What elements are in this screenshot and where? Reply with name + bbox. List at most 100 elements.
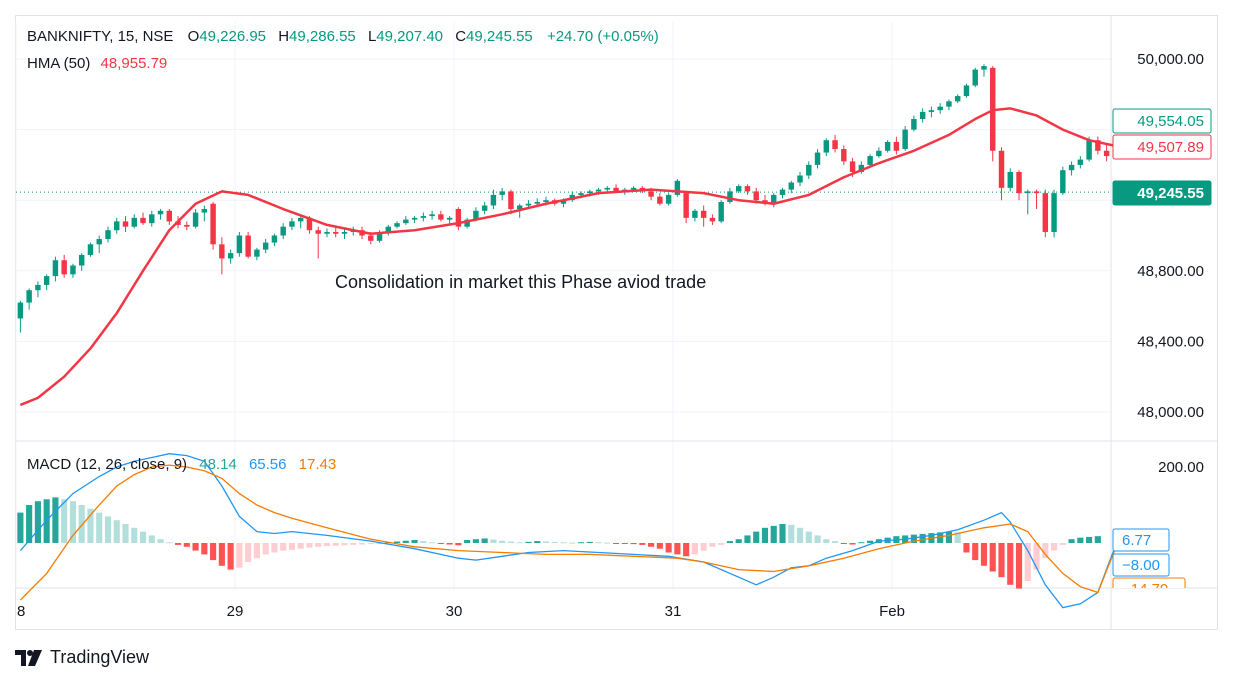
candle-body bbox=[841, 149, 847, 162]
macd-histogram-bar bbox=[393, 541, 401, 543]
candle-body bbox=[35, 284, 41, 291]
macd-histogram-bar bbox=[569, 542, 576, 544]
candle-body bbox=[43, 276, 50, 285]
macd-histogram-bar bbox=[805, 531, 812, 543]
macd-histogram-bar bbox=[998, 543, 1005, 578]
macd-histogram-bar bbox=[34, 501, 41, 543]
candle-body bbox=[595, 189, 602, 192]
candle-body bbox=[1007, 171, 1013, 188]
macd-histogram-bar bbox=[341, 543, 348, 546]
candle-body bbox=[236, 235, 243, 254]
candle-body bbox=[306, 217, 313, 231]
candle-body bbox=[604, 187, 611, 190]
candle-body bbox=[954, 96, 961, 102]
macd-histogram-bar bbox=[840, 543, 847, 544]
macd-histogram-bar bbox=[586, 541, 593, 543]
macd-histogram-bar bbox=[87, 508, 94, 543]
candle-body bbox=[245, 235, 251, 257]
hma-label: HMA (50) bbox=[27, 55, 91, 72]
macd-histogram-bar bbox=[604, 542, 611, 544]
candle-body bbox=[70, 265, 76, 275]
macd-histogram-bar bbox=[919, 533, 926, 543]
candle-body bbox=[464, 219, 470, 227]
price-label-text: 49,245.55 bbox=[1137, 185, 1204, 202]
candle-body bbox=[709, 217, 716, 222]
macd-histogram-bar bbox=[726, 541, 734, 543]
candle-body bbox=[665, 194, 672, 204]
candle-body bbox=[911, 119, 917, 130]
change-value: +24.70 (+0.05%) bbox=[546, 28, 659, 45]
close-value: 49,245.55 bbox=[466, 28, 533, 45]
symbol-label: BANKNIFTY, 15, NSE bbox=[27, 28, 174, 45]
macd-label-bg bbox=[1112, 553, 1170, 577]
macd-histogram-bar bbox=[683, 543, 690, 557]
candle-body bbox=[376, 231, 383, 241]
macd-histogram-bar bbox=[954, 532, 961, 543]
candle-body bbox=[262, 242, 269, 250]
candle-body bbox=[1025, 191, 1031, 194]
macd-histogram-bar bbox=[139, 531, 147, 543]
macd-label: MACD (12, 26, close, 9) bbox=[27, 456, 188, 473]
macd-histogram-bar bbox=[210, 543, 217, 561]
macd-histogram-bar bbox=[516, 542, 523, 544]
macd-histogram-bar bbox=[192, 543, 199, 551]
macd-histogram-bar bbox=[665, 543, 672, 553]
macd-histogram-bar bbox=[577, 542, 585, 544]
candle-body bbox=[219, 244, 225, 259]
candle-body bbox=[481, 205, 488, 211]
price-tick-label: 50,000.00 bbox=[1137, 51, 1204, 68]
macd-histogram-bar bbox=[183, 543, 190, 547]
macd-histogram-bar bbox=[709, 543, 716, 547]
tradingview-brand[interactable]: TradingView bbox=[15, 647, 149, 668]
chart-annotation: Consolidation in market this Phase aviod… bbox=[335, 272, 707, 292]
macd-histogram-bar bbox=[744, 535, 751, 543]
macd-histogram-bar bbox=[288, 543, 296, 550]
macd-histogram-bar bbox=[490, 539, 497, 543]
candle-body bbox=[919, 111, 926, 120]
macd-histogram-bar bbox=[17, 512, 24, 543]
candle-body bbox=[648, 191, 654, 197]
macd-histogram-bar bbox=[429, 542, 436, 544]
price-label-box: 49,507.89 bbox=[1112, 134, 1212, 160]
candle-body bbox=[849, 161, 856, 172]
candle-body bbox=[692, 210, 698, 218]
macd-histogram-bar bbox=[174, 543, 182, 545]
macd-label-bg bbox=[1112, 528, 1170, 552]
macd-histogram-bar bbox=[157, 539, 164, 543]
candle-body bbox=[832, 140, 838, 150]
macd-histogram-bar bbox=[1050, 543, 1058, 551]
candle-body bbox=[149, 214, 155, 224]
macd-histogram-bar bbox=[315, 543, 322, 547]
macd-histogram-bar bbox=[1094, 536, 1101, 543]
macd-histogram-bar bbox=[823, 539, 830, 543]
macd-histogram-bar bbox=[753, 531, 760, 543]
candle-body bbox=[1016, 171, 1022, 194]
candle-body bbox=[1051, 193, 1057, 232]
macd-histogram-bar bbox=[989, 543, 996, 572]
candle-body bbox=[341, 231, 348, 234]
candle-body bbox=[876, 150, 882, 157]
macd-label-box: −14.79 bbox=[1112, 577, 1186, 588]
macd-histogram-bar bbox=[420, 541, 427, 543]
candle-body bbox=[858, 164, 865, 172]
macd-histogram-bar bbox=[507, 541, 515, 543]
hma-legend: HMA (50) 48,955.79 bbox=[27, 55, 167, 72]
macd-histogram-bar bbox=[1024, 543, 1031, 581]
candle-body bbox=[17, 302, 24, 319]
macd-histogram-bar bbox=[78, 505, 85, 543]
macd-histogram-bar bbox=[113, 520, 120, 543]
macd-histogram-bar bbox=[525, 541, 532, 543]
candle-body bbox=[771, 194, 777, 204]
macd-histogram-bar bbox=[446, 543, 453, 545]
tradingview-logo-icon bbox=[15, 649, 42, 666]
candle-body bbox=[525, 203, 532, 206]
macd-histogram-bar bbox=[411, 539, 418, 543]
candle-body bbox=[403, 219, 409, 224]
macd-histogram-bar bbox=[131, 527, 138, 543]
macd-histogram-bar bbox=[735, 539, 742, 543]
candle-body bbox=[420, 216, 427, 218]
candle-body bbox=[271, 235, 278, 243]
macd-histogram-bar bbox=[937, 532, 944, 543]
candle-body bbox=[718, 201, 724, 222]
